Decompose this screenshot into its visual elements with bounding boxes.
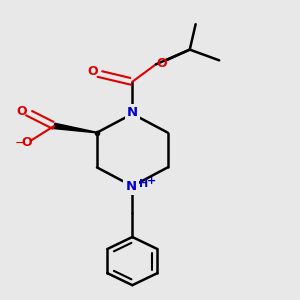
Text: H: H: [139, 179, 148, 189]
Text: −: −: [14, 137, 25, 150]
Text: O: O: [156, 56, 166, 70]
Text: O: O: [21, 136, 32, 149]
Text: +: +: [147, 176, 156, 186]
Text: O: O: [88, 64, 98, 77]
Polygon shape: [54, 123, 97, 133]
Text: N: N: [127, 106, 138, 119]
Text: O: O: [16, 105, 27, 118]
Text: N: N: [125, 180, 136, 193]
